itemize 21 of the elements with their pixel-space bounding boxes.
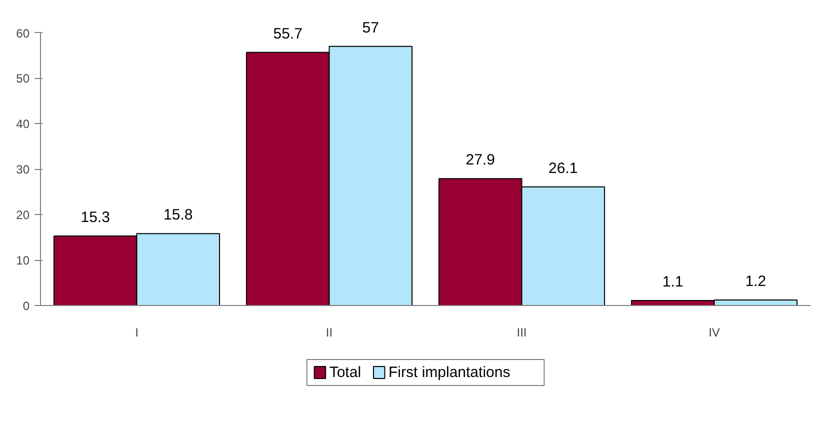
y-tick-label: 50 [16,72,30,86]
x-tick-label: IV [708,326,720,340]
data-label: 55.7 [273,25,302,42]
y-tick-label: 30 [16,162,30,177]
data-label: 57 [362,19,379,36]
y-tick-label: 10 [16,254,30,268]
legend-label: Total [329,364,362,381]
data-label: 15.3 [80,208,110,226]
data-label: 1.2 [745,273,766,290]
x-tick-label: I [135,326,138,340]
data-label: 15.8 [164,206,193,224]
y-tick-label: 20 [16,208,30,222]
x-tick-label: II [326,326,333,340]
data-label: 1.1 [662,274,684,290]
legend-label: First implantations [388,364,510,381]
x-tick-label: III [516,326,527,340]
data-label: 27.9 [466,152,495,169]
data-label: 26.1 [548,160,578,177]
y-tick-label: 40 [16,117,30,132]
y-tick-label: 0 [22,299,30,313]
y-tick-label: 60 [16,26,30,40]
